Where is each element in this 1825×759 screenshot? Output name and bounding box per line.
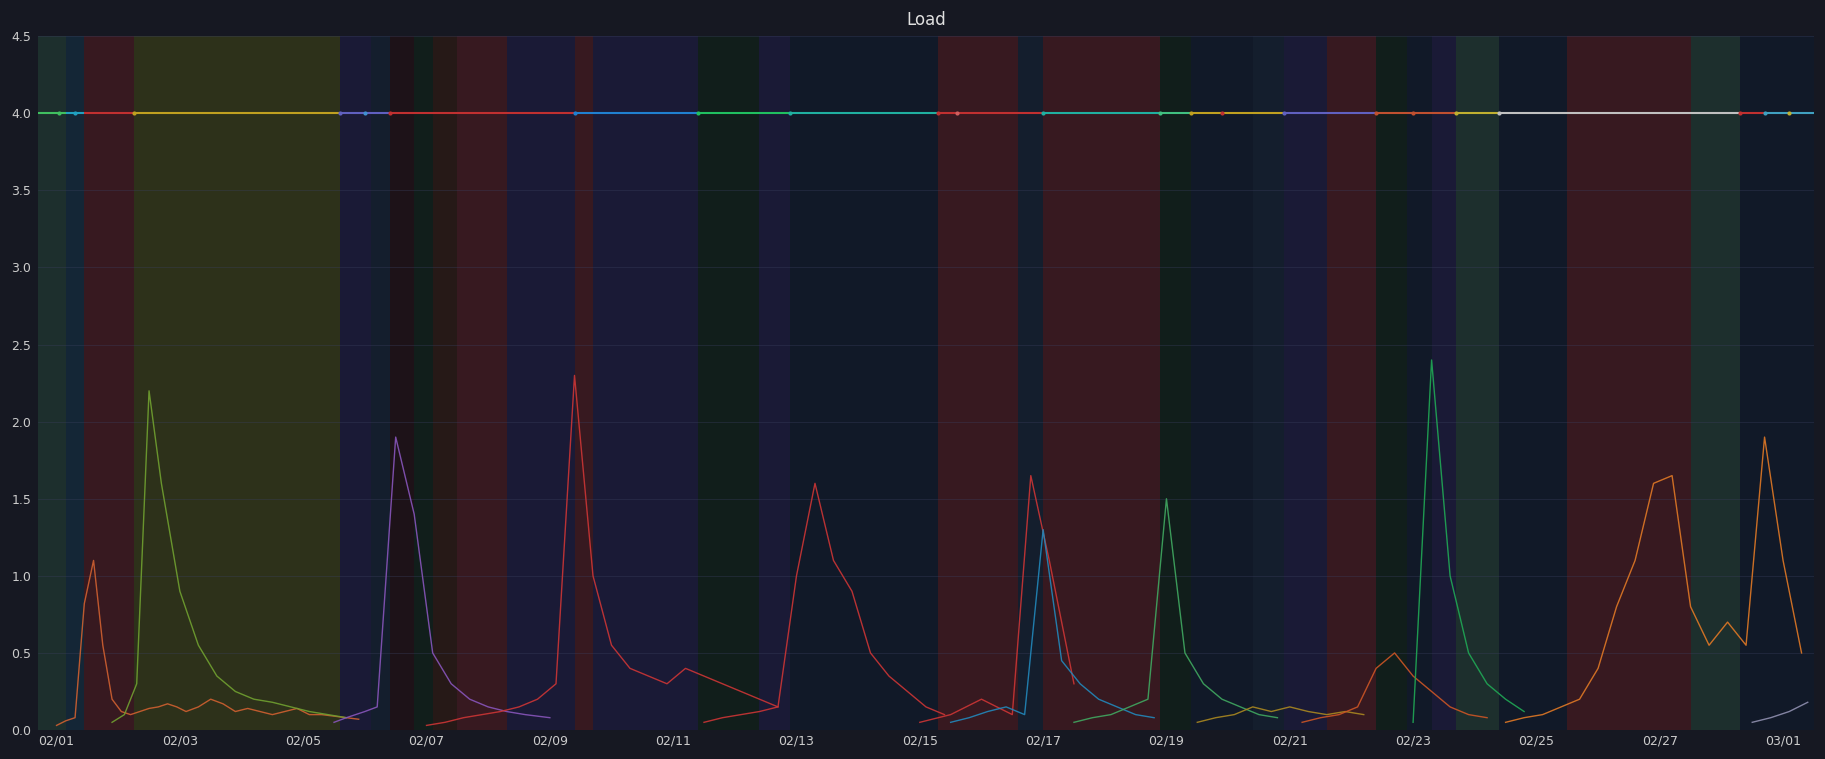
Bar (1739, 36, 1814, 730)
Bar (1500, 36, 1568, 730)
Bar (1456, 36, 1500, 730)
Bar (1568, 36, 1690, 730)
Bar (1161, 36, 1192, 730)
Bar (84, 36, 133, 730)
Bar (1044, 36, 1161, 730)
Bar (38, 36, 66, 730)
Bar (389, 36, 414, 730)
Bar (1407, 36, 1431, 730)
Bar (458, 36, 507, 730)
Bar (914, 36, 938, 730)
Bar (1252, 36, 1283, 730)
Bar (697, 36, 759, 730)
Bar (1376, 36, 1407, 730)
Bar (507, 36, 575, 730)
Bar (414, 36, 433, 730)
Bar (433, 36, 458, 730)
Bar (1690, 36, 1739, 730)
Bar (575, 36, 593, 730)
Bar (1018, 36, 1044, 730)
Bar (1283, 36, 1327, 730)
Bar (593, 36, 697, 730)
Bar (339, 36, 370, 730)
Bar (66, 36, 84, 730)
Bar (790, 36, 914, 730)
Title: Load: Load (905, 11, 945, 29)
Bar (938, 36, 1018, 730)
Bar (1327, 36, 1376, 730)
Bar (370, 36, 389, 730)
Bar (759, 36, 790, 730)
Bar (1192, 36, 1252, 730)
Bar (1431, 36, 1456, 730)
Bar (133, 36, 339, 730)
